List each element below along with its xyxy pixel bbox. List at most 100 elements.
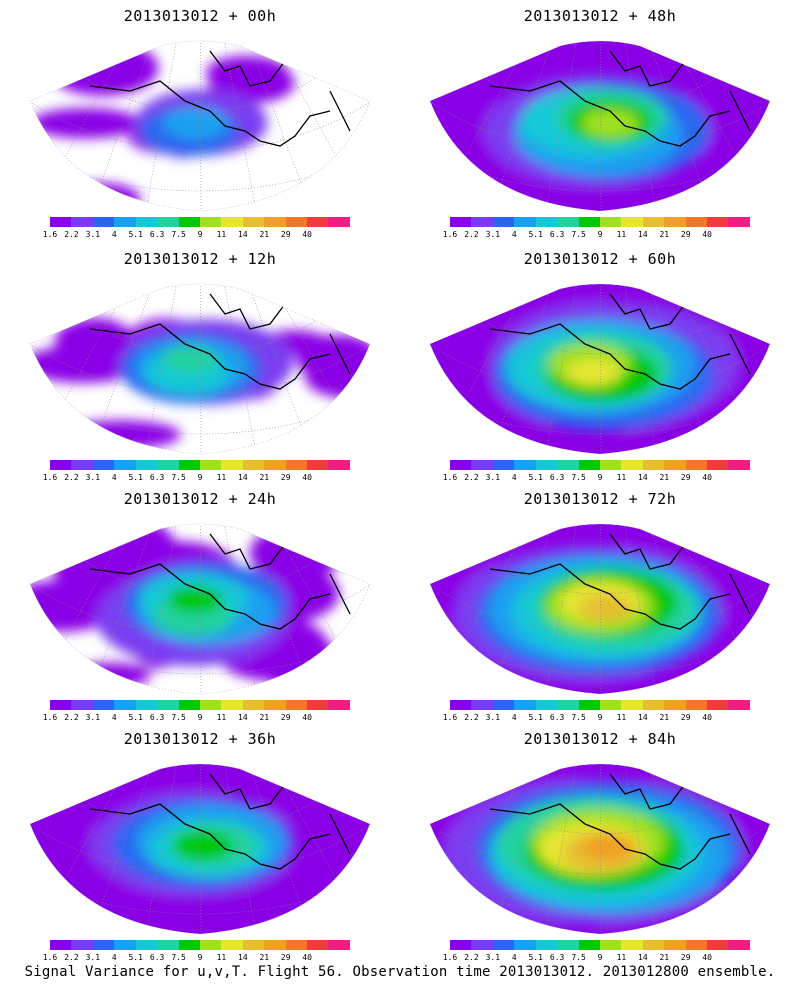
colorbar-segment — [242, 700, 265, 710]
colorbar-tick-label: 1.6 — [42, 230, 58, 239]
colorbar-segment — [242, 940, 265, 950]
colorbar-tick-label: 4 — [111, 953, 117, 962]
colorbar-segment — [50, 217, 72, 227]
colorbar-segment — [307, 940, 329, 950]
colorbar-segment — [685, 460, 708, 470]
colorbar-tick-label: 6.3 — [149, 473, 165, 482]
colorbar-tick-label: 1.6 — [42, 713, 58, 722]
colorbar-tick-label: 4 — [511, 230, 517, 239]
parallel-line — [430, 524, 770, 635]
panel-title: 2013013012 + 84h — [523, 730, 677, 748]
parallel-line — [430, 764, 770, 875]
colorbar-segment — [157, 940, 179, 950]
colorbar-tick-label: 21 — [659, 953, 670, 962]
colorbar-tick-label: 11 — [216, 713, 227, 722]
colorbar-tick-label: 11 — [616, 953, 627, 962]
meridian-line — [199, 284, 316, 454]
colorbar-labels: 1.6 2.2 3.1 4 5.1 6.3 7.5 9 11 14 21 29 40 — [443, 953, 750, 963]
colorbar-segment — [492, 940, 515, 950]
colorbar-segment — [221, 940, 243, 950]
colorbar-segment — [578, 460, 600, 470]
variance-blob — [61, 183, 141, 211]
colorbar — [450, 460, 750, 470]
colorbar-segment — [50, 460, 72, 470]
meridian-line — [199, 41, 316, 211]
variance-blob — [59, 420, 181, 450]
colorbar-tick-label: 40 — [302, 953, 312, 962]
colorbar-segment — [71, 940, 93, 950]
variance-blob — [30, 108, 143, 139]
colorbar-tick-label: 7.5 — [571, 230, 586, 239]
colorbar-segment — [599, 700, 622, 710]
colorbar-tick-label: 2.2 — [64, 473, 79, 482]
colorbar-segment — [285, 700, 308, 710]
map-border — [29, 40, 371, 212]
colorbar-segment — [664, 217, 686, 227]
colorbar-tick-label: 9 — [197, 230, 203, 239]
colorbar-segment — [642, 460, 665, 470]
figure-caption: Signal Variance for u,v,T. Flight 56. Ob… — [24, 964, 776, 980]
colorbar-tick-label: 5.1 — [128, 953, 143, 962]
colorbar-labels: 1.6 2.2 3.1 4 5.1 6.3 7.5 9 11 14 21 29 40 — [443, 713, 750, 723]
map-panel: 2013013012 + 48h 1.6 2.2 3.1 4 5.1 6.3 7.5 9 11 14… — [410, 5, 790, 245]
parallel-line — [30, 284, 370, 355]
parallel-line — [430, 524, 770, 595]
colorbar-segment — [199, 460, 222, 470]
colorbar-segment — [199, 217, 222, 227]
map-panel: 2013013012 + 12h 1.6 2.2 3.1 4 5.1 6.3 7.5 9 11 14… — [10, 248, 390, 488]
colorbar-segment — [599, 217, 622, 227]
variance-contour — [161, 345, 219, 374]
colorbar-tick-label: 6.3 — [549, 713, 565, 722]
parallel-line — [430, 41, 770, 152]
colorbar-labels: 1.6 2.2 3.1 4 5.1 6.3 7.5 9 11 14 21 29 40 — [43, 473, 350, 483]
map-border — [429, 763, 771, 935]
colorbar-tick-label: 2.2 — [464, 230, 479, 239]
colorbar-tick-label: 11 — [216, 953, 227, 962]
colorbar-segment — [557, 217, 579, 227]
panel-title: 2013013012 + 36h — [123, 730, 277, 748]
colorbar-labels: 1.6 2.2 3.1 4 5.1 6.3 7.5 9 11 14 21 29 40 — [43, 230, 350, 240]
colorbar-segment — [450, 460, 472, 470]
colorbar-tick-label: 40 — [302, 713, 312, 722]
map-panel: 2013013012 + 72h 1.6 2.2 3.1 4 5.1 6.3 7.5 9 11 14… — [410, 488, 790, 728]
colorbar-segment — [264, 217, 286, 227]
colorbar-tick-label: 9 — [597, 713, 603, 722]
meridian-line — [199, 764, 370, 934]
colorbar-tick-label: 7.5 — [171, 713, 186, 722]
meridian-line — [599, 41, 716, 211]
colorbar-tick-label: 21 — [259, 230, 270, 239]
map-border — [29, 763, 371, 935]
colorbar-segment — [71, 700, 93, 710]
colorbar-tick-label: 29 — [280, 713, 291, 722]
variance-contour — [162, 106, 229, 140]
colorbar-tick-label: 5.1 — [528, 230, 543, 239]
meridian-line — [199, 284, 370, 454]
colorbar-segment — [114, 940, 136, 950]
colorbar-segment — [50, 940, 72, 950]
colorbar-segment — [221, 460, 243, 470]
colorbar-segment — [92, 700, 115, 710]
colorbar-tick-label: 21 — [659, 713, 670, 722]
map-border — [429, 523, 771, 695]
colorbar-segment — [471, 940, 493, 950]
variance-map — [29, 763, 371, 935]
colorbar-tick-label: 11 — [616, 230, 627, 239]
meridian-line — [599, 284, 602, 454]
meridian-line — [599, 524, 770, 694]
map-border — [429, 40, 771, 212]
colorbar-segment — [707, 460, 729, 470]
colorbar-segment — [285, 940, 308, 950]
coastline — [489, 533, 751, 630]
colorbar-segment — [707, 940, 729, 950]
colorbar-tick-label: 2.2 — [64, 713, 79, 722]
colorbar — [50, 217, 350, 227]
meridian-line — [599, 764, 770, 934]
colorbar-segment — [178, 460, 200, 470]
colorbar-tick-label: 7.5 — [171, 230, 186, 239]
colorbar-tick-label: 29 — [680, 953, 691, 962]
colorbar-segment — [642, 940, 665, 950]
colorbar-segment — [450, 940, 472, 950]
meridian-line — [199, 524, 370, 694]
colorbar-segment — [221, 217, 243, 227]
colorbar-tick-label: 40 — [702, 953, 712, 962]
